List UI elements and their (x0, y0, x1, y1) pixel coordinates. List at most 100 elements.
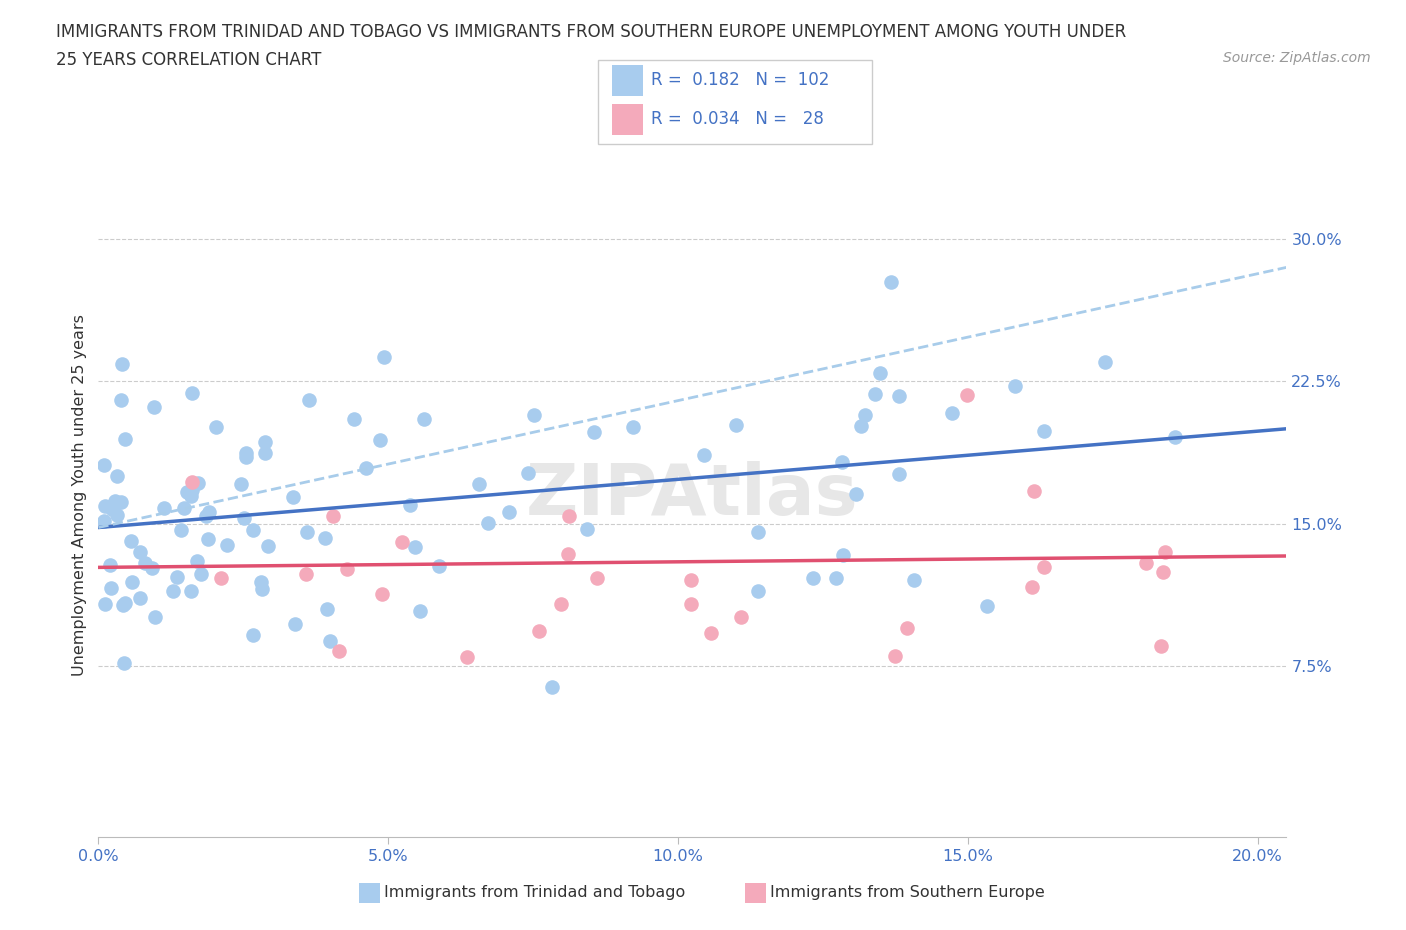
Point (283, 490, 305, 505)
Point (100, 580, 122, 595)
Point (1033, 424, 1056, 439)
Point (328, 644, 350, 658)
Point (120, 533, 142, 548)
Point (322, 509, 344, 524)
Point (176, 485, 198, 499)
Point (409, 604, 432, 618)
Point (693, 447, 716, 462)
Point (253, 445, 276, 460)
Point (101, 502, 124, 517)
Point (180, 475, 202, 490)
Point (319, 633, 342, 648)
Point (316, 602, 339, 617)
Point (700, 626, 723, 641)
Point (399, 498, 422, 512)
Text: IMMIGRANTS FROM TRINIDAD AND TOBAGO VS IMMIGRANTS FROM SOUTHERN EUROPE UNEMPLOYM: IMMIGRANTS FROM TRINIDAD AND TOBAGO VS I… (56, 23, 1126, 41)
Point (540, 680, 562, 695)
Point (180, 488, 202, 503)
Point (242, 628, 264, 643)
Point (114, 595, 136, 610)
Y-axis label: Unemployment Among Youth under 25 years: Unemployment Among Youth under 25 years (72, 314, 87, 676)
Text: R =  0.034   N =   28: R = 0.034 N = 28 (651, 110, 824, 128)
Point (1094, 354, 1116, 369)
Point (1150, 639, 1173, 654)
Point (575, 521, 598, 536)
Point (242, 522, 264, 537)
Point (114, 432, 136, 446)
Point (824, 571, 846, 586)
Point (354, 460, 377, 475)
Point (94, 498, 117, 513)
Point (253, 435, 276, 450)
Point (801, 571, 824, 586)
Point (831, 548, 853, 563)
Point (370, 587, 392, 602)
Point (1152, 565, 1174, 579)
Point (558, 509, 581, 524)
Point (93, 513, 115, 528)
Point (250, 575, 273, 590)
Point (523, 407, 546, 422)
Point (845, 487, 868, 502)
Point (896, 621, 918, 636)
Point (869, 365, 891, 380)
Point (621, 419, 644, 434)
Point (181, 483, 204, 498)
Point (229, 477, 252, 492)
Point (170, 523, 193, 538)
Point (205, 419, 228, 434)
Point (111, 357, 134, 372)
Point (903, 573, 925, 588)
Point (336, 562, 359, 577)
Point (529, 623, 551, 638)
Point (373, 350, 395, 365)
Point (1135, 555, 1157, 570)
Point (162, 584, 184, 599)
Point (550, 597, 572, 612)
Point (585, 571, 607, 586)
Text: ZIPAtlas: ZIPAtlas (526, 460, 859, 530)
Point (391, 535, 413, 550)
Point (94, 596, 117, 611)
Point (187, 476, 209, 491)
Point (295, 567, 318, 582)
Point (880, 274, 903, 289)
Point (105, 508, 128, 523)
Point (404, 539, 426, 554)
Point (143, 610, 166, 625)
Point (197, 504, 219, 519)
Point (181, 386, 204, 401)
Point (173, 500, 195, 515)
Point (343, 412, 366, 427)
Point (235, 450, 257, 465)
Point (217, 538, 239, 552)
Point (1024, 484, 1046, 498)
Point (498, 504, 520, 519)
Point (110, 392, 132, 407)
Point (679, 573, 702, 588)
Point (413, 411, 436, 426)
Point (427, 559, 450, 574)
Text: 25 YEARS CORRELATION CHART: 25 YEARS CORRELATION CHART (56, 51, 322, 69)
Point (889, 466, 911, 481)
Point (516, 465, 538, 480)
Point (141, 561, 163, 576)
Point (884, 648, 907, 663)
Text: R =  0.182   N =  102: R = 0.182 N = 102 (651, 71, 830, 89)
Point (128, 591, 150, 605)
Point (863, 386, 886, 401)
Point (314, 531, 336, 546)
Point (98, 558, 121, 573)
Point (851, 418, 873, 433)
Point (1021, 579, 1043, 594)
Point (180, 583, 202, 598)
Point (197, 531, 219, 546)
Point (1154, 544, 1177, 559)
Point (112, 656, 135, 671)
Point (209, 571, 232, 586)
Point (467, 476, 489, 491)
Point (128, 544, 150, 559)
Point (110, 495, 132, 510)
Point (976, 599, 998, 614)
Point (1004, 379, 1026, 393)
